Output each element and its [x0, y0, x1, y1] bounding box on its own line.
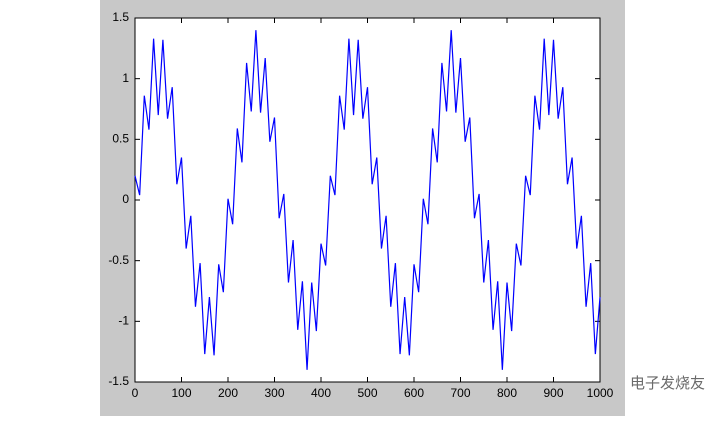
- y-tick-label: 1.5: [112, 10, 129, 24]
- y-tick-label: 1: [122, 71, 129, 85]
- line-series: [134, 30, 601, 370]
- y-tick-label: -1.5: [108, 374, 129, 388]
- x-tick-label: 500: [357, 386, 377, 400]
- x-tick-label: 0: [132, 386, 139, 400]
- watermark: 电子发烧友: [630, 375, 705, 392]
- x-tick-label: 200: [218, 386, 238, 400]
- x-tick-label: 900: [543, 386, 563, 400]
- x-tick-label: 700: [450, 386, 470, 400]
- x-tick-label: 300: [264, 386, 284, 400]
- x-tick-label: 1000: [587, 386, 614, 400]
- y-tick-label: -1: [118, 314, 129, 328]
- y-tick-label: -0.5: [108, 253, 129, 267]
- y-tick-label: 0: [122, 192, 129, 206]
- x-tick-label: 800: [497, 386, 517, 400]
- x-tick-label: 100: [171, 386, 191, 400]
- y-tick-label: 0.5: [112, 132, 129, 146]
- x-tick-label: 400: [311, 386, 331, 400]
- x-tick-label: 600: [404, 386, 424, 400]
- plot-area: [134, 17, 601, 383]
